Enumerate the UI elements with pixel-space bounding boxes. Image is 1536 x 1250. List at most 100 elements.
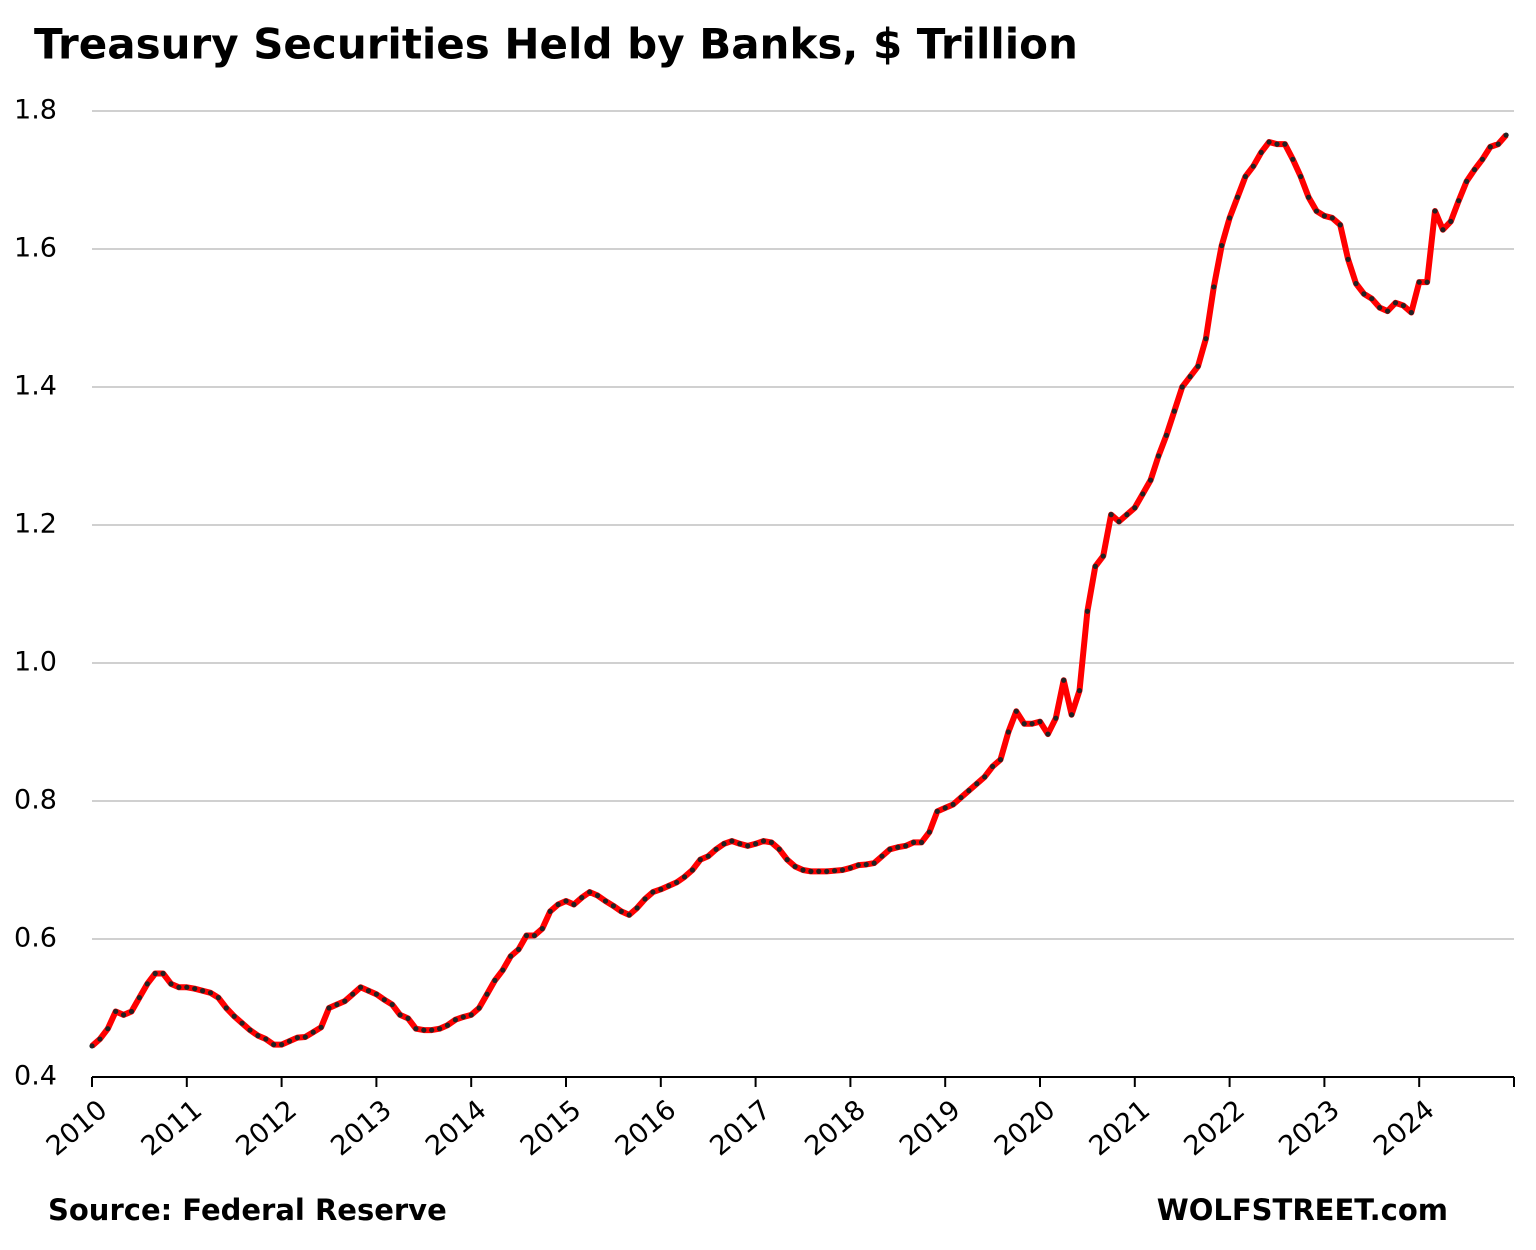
data-point [745,843,751,849]
data-point [89,1043,95,1049]
data-point [531,932,538,939]
data-point [887,846,893,852]
data-point [1408,309,1414,316]
data-point [674,879,680,886]
data-point [215,995,221,1001]
data-point [871,860,877,866]
data-point [1306,194,1312,200]
data-point [1021,721,1027,727]
data-point [421,1027,427,1033]
data-point [792,863,798,870]
data-point [1448,218,1454,224]
data-point [1013,708,1019,714]
data-point [547,908,553,915]
data-point [318,1024,324,1030]
series-line [90,133,1509,1049]
x-tick-label: 2022 [1178,1094,1251,1162]
data-point [895,844,901,850]
data-point [1005,729,1012,735]
data-point [1392,300,1399,306]
data-point [879,853,885,859]
y-tick-label: 0.6 [14,923,57,954]
data-point [974,781,980,787]
data-point [863,861,869,868]
data-point [1416,279,1422,285]
data-point [271,1041,277,1048]
data-point [1092,563,1098,570]
data-point [413,1026,419,1032]
data-point [1369,296,1375,302]
data-point [342,998,348,1004]
source-note: Source: Federal Reserve [48,1193,447,1227]
x-tick-label: 2011 [136,1094,209,1162]
x-tick-label: 2021 [1084,1094,1157,1162]
data-point [444,1022,451,1028]
data-point [334,1001,340,1008]
data-point [855,862,861,868]
data-point [1400,302,1406,309]
data-point [839,867,846,873]
data-point [1124,512,1130,518]
data-point [192,986,198,992]
data-point [1282,141,1288,147]
data-point [121,1012,127,1018]
data-point [1242,173,1248,180]
data-point [800,867,806,873]
data-point [1250,163,1256,169]
data-point [239,1020,245,1026]
data-point [1440,227,1446,233]
data-point [626,912,632,918]
data-point [1274,141,1280,147]
data-point [1471,167,1478,173]
data-point [563,898,569,904]
data-point [926,829,933,835]
x-tick-label: 2019 [894,1094,967,1162]
data-point [373,991,379,997]
data-point [231,1013,237,1019]
chart-title: Treasury Securities Held by Banks, $ Tri… [34,20,1078,69]
data-point [1377,305,1383,311]
data-point [397,1012,403,1018]
data-point [642,896,648,902]
data-point [523,932,530,939]
data-point [1076,688,1083,694]
data-point [713,846,719,852]
data-point [350,991,356,997]
data-point [1227,215,1233,221]
data-point [958,794,964,801]
data-point [768,839,775,846]
y-tick-label: 0.4 [14,1061,57,1092]
x-tick-label: 2023 [1273,1094,1346,1162]
data-point [286,1038,293,1044]
data-point [263,1036,269,1042]
data-point [1313,208,1320,214]
data-point [1219,242,1225,249]
data-point [934,808,940,814]
x-tick-label: 2013 [325,1094,398,1162]
data-point [1211,284,1217,290]
y-tick-label: 1.4 [14,371,57,402]
data-point [405,1015,411,1021]
data-point [184,984,190,990]
data-point [784,857,790,863]
data-point [144,981,150,987]
data-point [1148,477,1154,483]
data-point [1353,280,1359,287]
data-point [326,1005,332,1011]
data-point [1203,336,1209,342]
x-tick-label: 2012 [230,1094,303,1162]
data-point [1037,719,1043,725]
y-tick-label: 1.2 [14,509,57,540]
data-point [1163,432,1169,438]
data-point [468,1012,474,1018]
data-point [1108,512,1114,518]
data-point [942,805,948,811]
data-point [1179,384,1185,390]
data-point [847,865,854,871]
data-point [1337,222,1343,228]
x-tick-label: 2014 [420,1094,493,1162]
data-point [113,1008,119,1015]
y-tick-label: 1.0 [14,647,57,678]
data-point [160,970,166,977]
data-point [207,990,214,996]
